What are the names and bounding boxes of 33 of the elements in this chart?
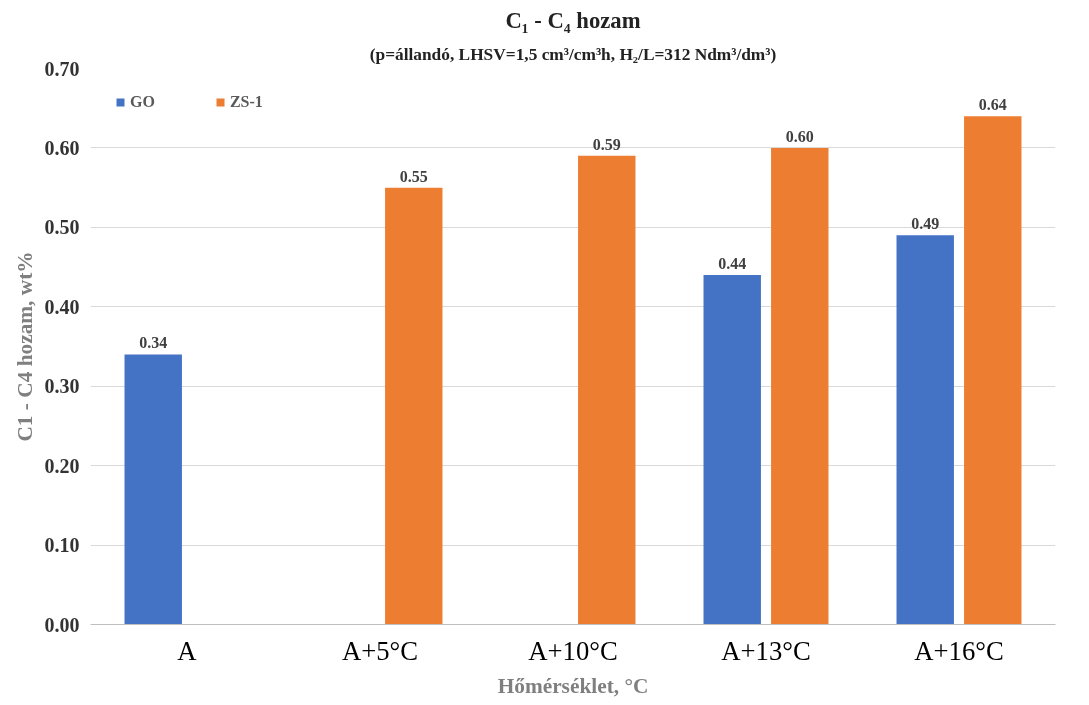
data-label: 0.44 <box>718 255 747 273</box>
bar <box>124 354 182 625</box>
x-tick-label: A <box>177 635 198 666</box>
y-tick-label: 0.50 <box>44 216 80 239</box>
bar <box>578 155 636 625</box>
x-tick-label: A+5°C <box>341 635 419 666</box>
data-label: 0.59 <box>592 135 621 153</box>
bar <box>771 147 829 625</box>
chart-subtitle: (p=állandó, LHSV=1,5 cm³/cm³h, H₂/L=312 Ndm³/dm³) <box>369 44 777 64</box>
bar <box>385 187 443 625</box>
y-tick-label: 0.70 <box>44 57 80 80</box>
data-label: 0.49 <box>911 215 940 233</box>
x-tick-label: A+10°C <box>528 635 618 666</box>
y-axis-title: C1 - C4 hozam, wt% <box>12 251 37 442</box>
y-tick-label: 0.20 <box>44 454 80 477</box>
bar <box>703 275 761 625</box>
y-tick-label: 0.60 <box>44 136 80 159</box>
data-label: 0.64 <box>978 96 1007 114</box>
y-tick-label: 0.40 <box>44 295 80 318</box>
data-label: 0.55 <box>399 167 428 185</box>
data-label: 0.60 <box>785 127 814 145</box>
data-label: 0.34 <box>139 334 168 352</box>
bar <box>964 116 1022 625</box>
y-tick-label: 0.00 <box>44 613 80 636</box>
y-tick-label: 0.10 <box>44 534 80 557</box>
x-axis-title: Hőmérséklet, °C <box>497 673 649 698</box>
legend-label: ZS-1 <box>229 93 263 111</box>
legend-label: GO <box>130 93 155 111</box>
x-tick-label: A+16°C <box>914 635 1004 666</box>
bar <box>896 235 954 625</box>
chart-title: C₁ - C₄ hozam <box>505 7 641 33</box>
y-tick-label: 0.30 <box>44 375 80 398</box>
x-tick-label: A+13°C <box>721 635 811 666</box>
